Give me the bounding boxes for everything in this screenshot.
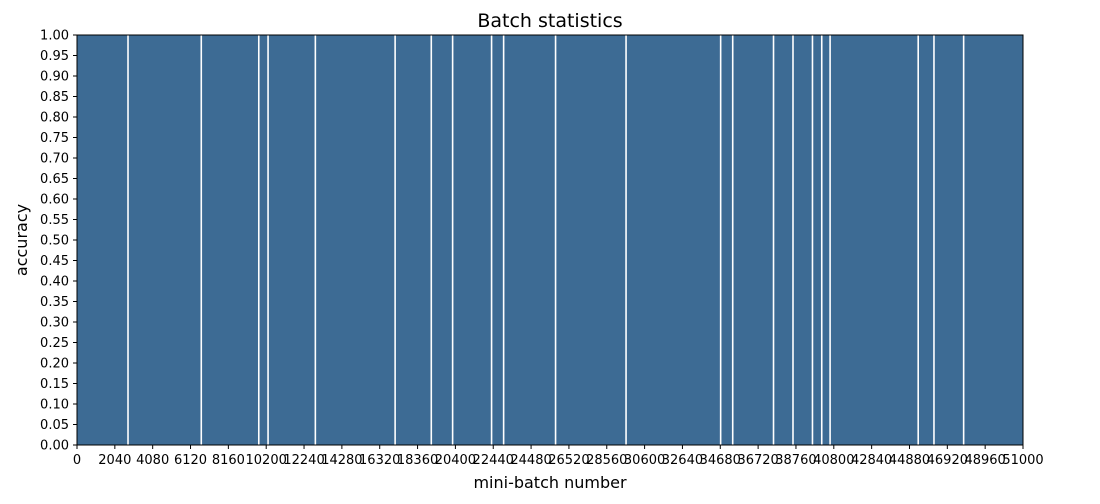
x-tick-label: 18360	[397, 453, 438, 468]
y-tick-label: 0.15	[40, 377, 69, 392]
bar-segment	[202, 35, 258, 445]
x-tick-label: 34680	[700, 453, 741, 468]
bar-segment	[128, 35, 201, 445]
x-tick-label: 16320	[359, 453, 400, 468]
y-axis-label: accuracy	[12, 204, 31, 276]
y-tick-label: 1.00	[40, 29, 69, 44]
y-tick-label: 0.10	[40, 398, 69, 413]
y-tick-label: 0.45	[40, 254, 69, 269]
x-tick-label: 48960	[964, 453, 1005, 468]
x-tick-label: 42840	[851, 453, 892, 468]
y-tick-label: 0.95	[40, 49, 69, 64]
y-tick-label: 0.50	[40, 234, 69, 249]
y-tick-label: 0.60	[40, 193, 69, 208]
bar-segment	[259, 35, 268, 445]
bar-segment	[964, 35, 1023, 445]
x-tick-label: 38760	[775, 453, 816, 468]
x-tick-label: 6120	[174, 453, 207, 468]
x-tick-label: 44880	[889, 453, 930, 468]
y-tick-label: 0.75	[40, 131, 69, 146]
x-axis: 0 2040 4080 6120 8160 10200122401428016320183…	[73, 445, 1044, 468]
y-tick-label: 0.85	[40, 90, 69, 105]
y-tick-label: 0.20	[40, 357, 69, 372]
bar-segment	[556, 35, 626, 445]
x-tick-label: 24480	[510, 453, 551, 468]
x-tick-label: 28560	[586, 453, 627, 468]
bar-segment	[492, 35, 503, 445]
bar-segment	[793, 35, 812, 445]
bar-segment	[432, 35, 452, 445]
x-tick-label: 20400	[435, 453, 476, 468]
y-tick-label: 0.30	[40, 316, 69, 331]
y-tick-label: 0.35	[40, 295, 69, 310]
bar-segment	[626, 35, 720, 445]
x-tick-label: 40800	[813, 453, 854, 468]
chart-title: Batch statistics	[477, 10, 622, 32]
x-tick-label: 46920	[927, 453, 968, 468]
x-tick-label: 32640	[662, 453, 703, 468]
bar-segment	[822, 35, 830, 445]
x-tick-label: 10200	[246, 453, 287, 468]
y-tick-label: 0.65	[40, 172, 69, 187]
y-axis: 0.00 0.05 0.10 0.15 0.20 0.25 0.30 0.35 0.40 0.45…	[40, 29, 77, 454]
plot-area	[76, 34, 1024, 446]
bar-segment	[918, 35, 934, 445]
bar-segment	[395, 35, 431, 445]
bar-segment	[77, 35, 128, 445]
y-tick-label: 0.70	[40, 152, 69, 167]
bar-segment	[504, 35, 555, 445]
x-tick-label: 14280	[321, 453, 362, 468]
x-axis-label: mini-batch number	[473, 473, 627, 492]
bar-segment	[721, 35, 732, 445]
x-tick-label: 8160	[212, 453, 245, 468]
bar-segment	[813, 35, 821, 445]
x-tick-label: 4080	[136, 453, 169, 468]
x-tick-label: 0	[73, 453, 81, 468]
y-tick-label: 0.00	[40, 439, 69, 454]
y-tick-label: 0.05	[40, 418, 69, 433]
x-tick-label: 2040	[98, 453, 131, 468]
y-tick-label: 0.90	[40, 70, 69, 85]
x-tick-label: 26520	[548, 453, 589, 468]
y-tick-label: 0.80	[40, 111, 69, 126]
bar-segment	[268, 35, 315, 445]
x-tick-label: 36720	[737, 453, 778, 468]
y-tick-label: 0.40	[40, 275, 69, 290]
bar-segment	[733, 35, 773, 445]
bar-segment	[316, 35, 395, 445]
x-tick-label: 12240	[283, 453, 324, 468]
x-tick-label: 51000	[1002, 453, 1043, 468]
bar-segment	[934, 35, 963, 445]
bar-segment	[774, 35, 793, 445]
bar-segment	[453, 35, 491, 445]
x-tick-label: 30600	[624, 453, 665, 468]
y-tick-label: 0.55	[40, 213, 69, 228]
x-tick-label: 22440	[473, 453, 514, 468]
bar-segment	[830, 35, 918, 445]
y-tick-label: 0.25	[40, 336, 69, 351]
